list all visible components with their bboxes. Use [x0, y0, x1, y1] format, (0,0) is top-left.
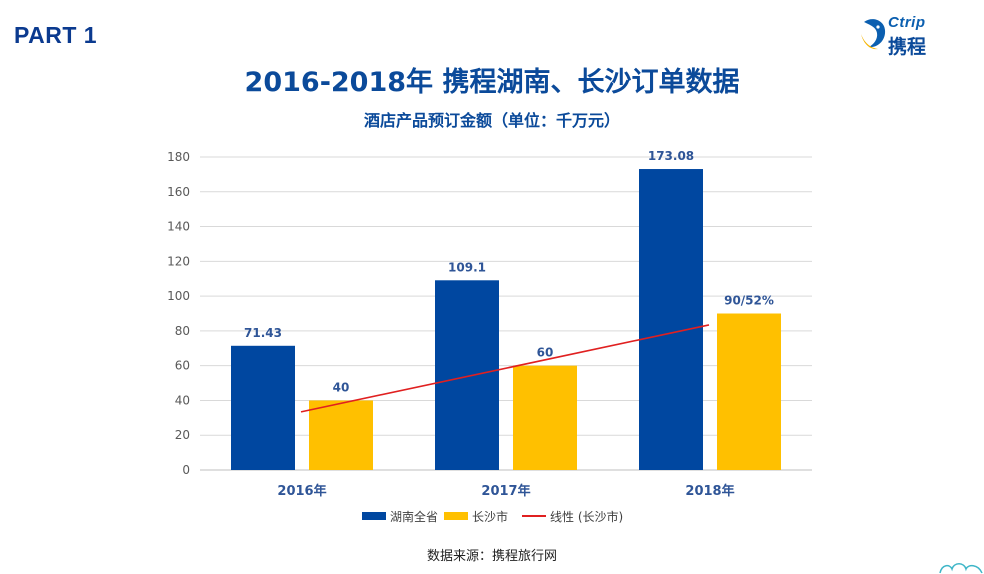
x-tick-label: 2016年: [277, 483, 326, 499]
ctrip-logo: Ctrip 携程: [858, 12, 962, 58]
legend-swatch: [362, 512, 386, 520]
legend-swatch: [444, 512, 468, 520]
trendline: [300, 324, 710, 413]
x-tick-label: 2018年: [685, 483, 734, 499]
data-label: 71.43: [244, 326, 282, 340]
data-label: 40: [333, 380, 350, 394]
legend-label: 长沙市: [472, 509, 508, 524]
chart-subtitle: 酒店产品预订金额（单位：千万元）: [363, 111, 620, 130]
y-tick-label: 80: [175, 324, 190, 338]
y-tick-label: 120: [167, 254, 190, 268]
bar: [435, 280, 499, 470]
data-label: 109.1: [448, 260, 486, 274]
bar: [309, 400, 373, 470]
legend-label: 线性 (长沙市): [550, 509, 623, 524]
data-label: 90/52%: [724, 294, 774, 308]
y-tick-label: 160: [167, 185, 190, 199]
y-tick-label: 0: [182, 463, 190, 477]
y-tick-label: 100: [167, 289, 190, 303]
y-tick-label: 40: [175, 393, 190, 407]
y-tick-label: 60: [175, 359, 190, 373]
y-tick-label: 20: [175, 428, 190, 442]
bar: [717, 313, 781, 470]
dolphin-logo-icon: [861, 19, 886, 50]
data-label: 173.08: [648, 149, 694, 163]
cloud-decoration-icon: [939, 563, 983, 574]
bar: [513, 365, 577, 470]
chart-title: 2016-2018年 携程湖南、长沙订单数据: [244, 67, 740, 98]
logo-text-en: Ctrip: [888, 14, 926, 31]
legend-label: 湖南全省: [390, 509, 438, 524]
bar: [231, 345, 295, 470]
y-tick-label: 180: [167, 150, 190, 164]
y-tick-label: 140: [167, 220, 190, 234]
data-source: 数据来源：携程旅行网: [426, 549, 557, 564]
logo-text-cn: 携程: [888, 36, 927, 58]
part-label: PART 1: [14, 22, 98, 48]
data-label: 60: [537, 346, 554, 360]
bar: [639, 169, 703, 470]
x-tick-label: 2017年: [481, 483, 530, 499]
